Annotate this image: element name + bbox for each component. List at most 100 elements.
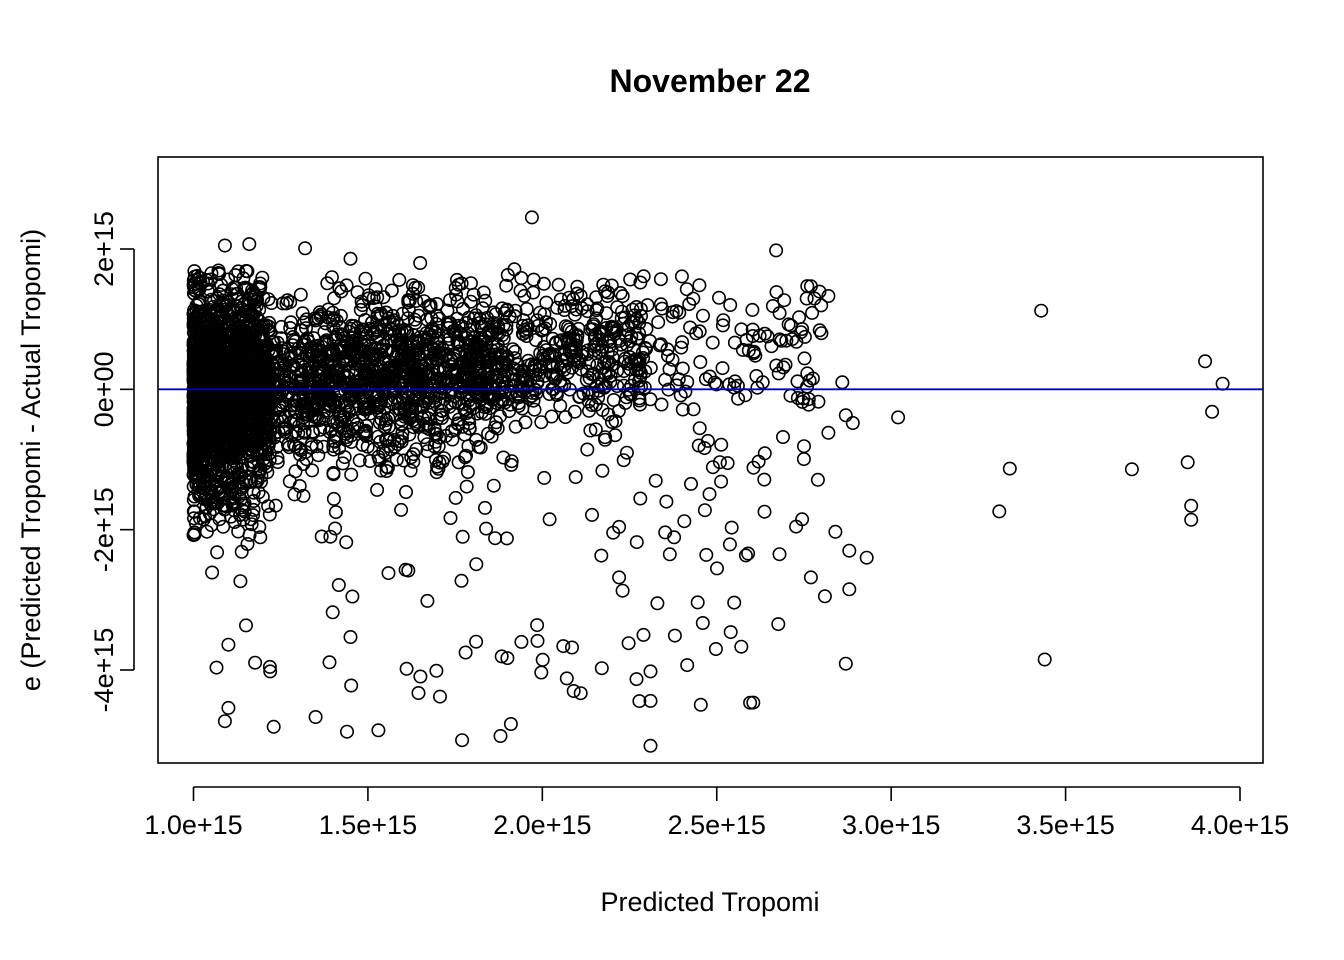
- data-point: [442, 331, 457, 346]
- data-point: [368, 281, 383, 296]
- data-point: [233, 492, 248, 507]
- data-point: [486, 374, 501, 389]
- data-point: [354, 294, 369, 309]
- data-point: [535, 652, 550, 667]
- data-point: [629, 331, 644, 346]
- data-point: [469, 557, 484, 572]
- data-point: [309, 347, 324, 362]
- data-point: [582, 356, 597, 371]
- data-point: [337, 450, 352, 465]
- data-point: [394, 502, 409, 517]
- data-point: [284, 390, 299, 405]
- data-point: [698, 372, 713, 387]
- data-point: [537, 368, 552, 383]
- data-point: [675, 402, 690, 417]
- data-point: [671, 372, 686, 387]
- data-point: [608, 414, 623, 429]
- data-point: [340, 400, 355, 415]
- data-point: [771, 366, 786, 381]
- data-point: [421, 395, 436, 410]
- data-point: [567, 404, 582, 419]
- data-point: [343, 251, 358, 266]
- data-point: [218, 385, 233, 400]
- data-point: [508, 344, 523, 359]
- data-point: [486, 379, 501, 394]
- data-point: [711, 290, 726, 305]
- data-point: [314, 385, 329, 400]
- data-point: [682, 297, 697, 312]
- data-point: [514, 270, 529, 285]
- data-point: [243, 288, 258, 303]
- data-point: [387, 363, 402, 378]
- data-point: [401, 345, 416, 360]
- data-point: [527, 402, 542, 417]
- data-point: [444, 362, 459, 377]
- data-point: [722, 537, 737, 552]
- data-point: [515, 401, 530, 416]
- data-point: [675, 335, 690, 350]
- data-point: [326, 465, 341, 480]
- data-point: [236, 271, 251, 286]
- data-point: [481, 387, 496, 402]
- x-tick-label: 3.0e+15: [842, 810, 940, 840]
- data-point: [859, 550, 874, 565]
- data-point: [401, 293, 416, 308]
- data-point: [617, 310, 632, 325]
- data-point: [573, 686, 588, 701]
- data-point: [259, 390, 274, 405]
- data-point: [1037, 652, 1052, 667]
- data-point: [615, 583, 630, 598]
- data-point: [551, 277, 566, 292]
- y-axis: -4e+15 -2e+15 0e+00 2e+15: [89, 211, 135, 712]
- data-point: [500, 651, 515, 666]
- data-point: [376, 444, 391, 459]
- data-point: [205, 321, 220, 336]
- x-tick-label: 1.5e+15: [319, 810, 417, 840]
- data-point: [557, 347, 572, 362]
- data-point: [321, 302, 336, 317]
- x-tick-label: 1.0e+15: [144, 810, 242, 840]
- data-point: [582, 370, 597, 385]
- data-point: [210, 303, 225, 318]
- data-point: [558, 410, 573, 425]
- data-point: [636, 269, 651, 284]
- data-point: [341, 424, 356, 439]
- data-point: [186, 325, 201, 340]
- data-point: [451, 277, 466, 292]
- data-point: [330, 393, 345, 408]
- data-point: [239, 342, 254, 357]
- data-point: [992, 504, 1007, 519]
- data-point: [200, 392, 215, 407]
- data-point: [454, 573, 469, 588]
- data-point: [674, 340, 689, 355]
- data-point: [680, 658, 695, 673]
- data-point: [667, 530, 682, 545]
- data-point: [1180, 455, 1195, 470]
- data-point: [254, 339, 269, 354]
- data-point: [216, 519, 231, 534]
- data-point: [270, 455, 285, 470]
- data-point: [231, 313, 246, 328]
- data-point: [187, 264, 202, 279]
- data-point: [695, 308, 710, 323]
- data-point: [662, 547, 677, 562]
- data-point: [727, 335, 742, 350]
- data-point: [275, 296, 290, 311]
- data-point: [251, 312, 266, 327]
- data-point: [242, 237, 257, 252]
- data-point: [389, 315, 404, 330]
- data-point: [297, 425, 312, 440]
- data-point: [715, 361, 730, 376]
- data-point: [606, 320, 621, 335]
- data-point: [376, 290, 391, 305]
- data-point: [508, 419, 523, 434]
- data-point: [695, 615, 710, 630]
- data-point: [385, 396, 400, 411]
- data-point: [326, 433, 341, 448]
- data-point: [220, 442, 235, 457]
- data-point: [800, 366, 815, 381]
- data-point: [381, 566, 396, 581]
- data-point: [805, 305, 820, 320]
- data-point: [772, 547, 787, 562]
- data-point: [463, 276, 478, 291]
